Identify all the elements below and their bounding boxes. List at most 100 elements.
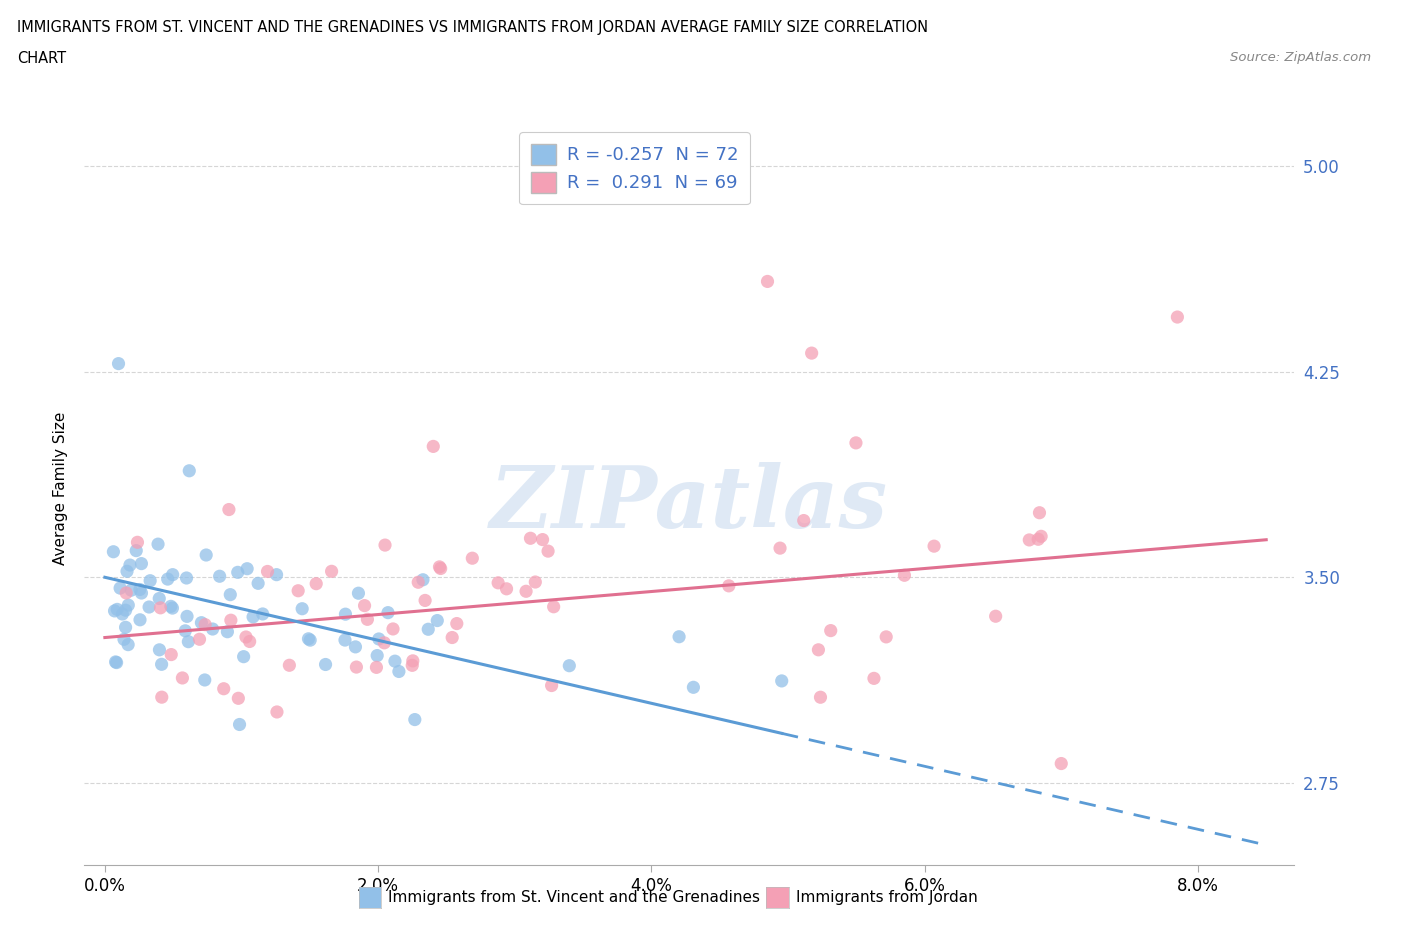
Point xyxy=(401,658,423,672)
Text: Source: ZipAtlas.com: Source: ZipAtlas.com xyxy=(1230,51,1371,64)
Point xyxy=(131,586,153,601)
Point xyxy=(219,587,242,602)
Point xyxy=(195,548,218,563)
Point xyxy=(374,538,396,552)
Point xyxy=(247,576,270,591)
Point xyxy=(129,612,152,627)
Point xyxy=(108,580,131,595)
Point xyxy=(112,631,135,646)
Point xyxy=(299,632,322,647)
Point xyxy=(668,630,690,644)
Point xyxy=(208,569,231,584)
Point xyxy=(217,624,239,639)
Text: ZIPatlas: ZIPatlas xyxy=(489,461,889,545)
Point xyxy=(150,690,173,705)
Text: CHART: CHART xyxy=(17,51,66,66)
Point xyxy=(1028,505,1050,520)
Point xyxy=(717,578,740,593)
Point xyxy=(382,621,405,636)
Point xyxy=(105,655,128,670)
Point xyxy=(335,606,357,621)
Point xyxy=(524,575,547,590)
Text: Immigrants from Jordan: Immigrants from Jordan xyxy=(796,890,977,905)
Point xyxy=(537,544,560,559)
Point xyxy=(367,631,389,646)
Point xyxy=(291,602,314,617)
Point xyxy=(115,564,138,578)
Point xyxy=(129,582,152,597)
Point xyxy=(922,538,945,553)
Point xyxy=(117,637,139,652)
Point xyxy=(103,544,125,559)
Point xyxy=(297,631,319,646)
Point xyxy=(356,612,378,627)
Point xyxy=(344,659,367,674)
Point xyxy=(441,631,464,645)
Point xyxy=(176,570,198,585)
Point xyxy=(366,660,388,675)
Point xyxy=(252,606,274,621)
Point xyxy=(148,591,170,606)
Point xyxy=(149,601,172,616)
Point xyxy=(984,609,1007,624)
Point xyxy=(125,543,148,558)
Point xyxy=(543,599,565,614)
Point xyxy=(486,576,509,591)
Point xyxy=(228,691,250,706)
Point xyxy=(845,435,868,450)
Point xyxy=(893,568,915,583)
Point xyxy=(305,577,328,591)
Point xyxy=(114,620,136,635)
Point xyxy=(800,346,823,361)
Point xyxy=(138,600,160,615)
Point xyxy=(111,606,134,621)
Point xyxy=(863,671,886,685)
Point xyxy=(218,502,240,517)
Point xyxy=(278,658,301,672)
Y-axis label: Average Family Size: Average Family Size xyxy=(52,412,67,565)
Point xyxy=(162,601,184,616)
Point xyxy=(190,616,212,631)
Point xyxy=(118,558,141,573)
Point xyxy=(201,621,224,636)
Point xyxy=(150,657,173,671)
Point xyxy=(117,598,139,613)
Point xyxy=(115,586,138,601)
Point xyxy=(104,655,127,670)
Point xyxy=(446,616,468,631)
Point xyxy=(347,586,370,601)
Point xyxy=(1029,529,1052,544)
Point xyxy=(236,562,259,577)
Point xyxy=(426,613,449,628)
Point xyxy=(820,623,842,638)
Point xyxy=(413,593,436,608)
Point xyxy=(235,630,257,644)
Point xyxy=(333,632,356,647)
Point xyxy=(412,572,434,587)
Point xyxy=(239,634,262,649)
Point xyxy=(531,532,554,547)
Point xyxy=(194,672,217,687)
Point xyxy=(1166,310,1188,325)
Point xyxy=(344,640,367,655)
Point xyxy=(1050,756,1073,771)
Point xyxy=(179,463,201,478)
Point xyxy=(212,682,235,697)
Point xyxy=(388,664,411,679)
Point xyxy=(875,630,897,644)
Point xyxy=(1026,532,1049,547)
Point xyxy=(384,654,406,669)
Point xyxy=(256,564,278,578)
Point xyxy=(219,613,242,628)
Point xyxy=(226,565,249,579)
Point xyxy=(770,673,793,688)
Point xyxy=(162,567,184,582)
Point xyxy=(495,581,517,596)
Point xyxy=(156,572,179,587)
Point xyxy=(429,561,451,576)
Point xyxy=(402,654,425,669)
Point xyxy=(429,560,451,575)
Point xyxy=(315,658,337,672)
Text: IMMIGRANTS FROM ST. VINCENT AND THE GRENADINES VS IMMIGRANTS FROM JORDAN AVERAGE: IMMIGRANTS FROM ST. VINCENT AND THE GREN… xyxy=(17,20,928,35)
Point xyxy=(558,658,581,673)
